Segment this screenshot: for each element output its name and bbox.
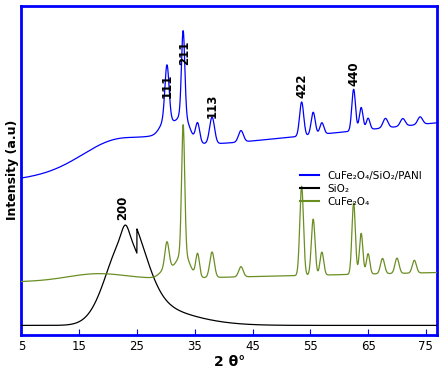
Legend: CuFe₂O₄/SiO₂/PANI, SiO₂, CuFe₂O₄: CuFe₂O₄/SiO₂/PANI, SiO₂, CuFe₂O₄ xyxy=(298,169,424,209)
X-axis label: 2 θ°: 2 θ° xyxy=(214,356,245,369)
Text: 211: 211 xyxy=(178,41,191,65)
Text: 113: 113 xyxy=(206,94,218,118)
Text: 422: 422 xyxy=(295,74,308,98)
Text: 440: 440 xyxy=(347,61,360,86)
Y-axis label: Intensity (a.u): Intensity (a.u) xyxy=(6,120,19,220)
Text: 200: 200 xyxy=(116,196,129,220)
Text: 111: 111 xyxy=(160,74,174,98)
